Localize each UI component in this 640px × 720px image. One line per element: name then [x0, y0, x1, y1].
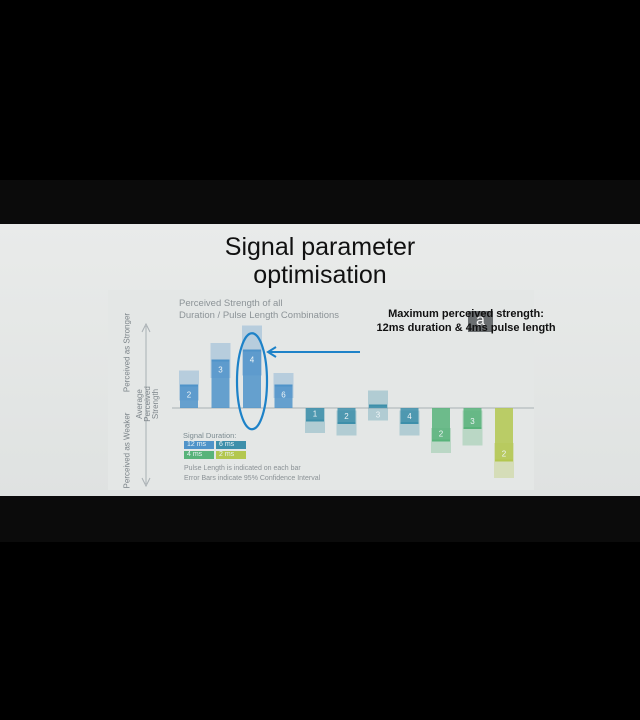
pulse-label: 2 — [439, 430, 444, 439]
presentation-slide: Signal parameter optimisation 2 3 4 6 1 2 3 4 2 3… — [0, 224, 640, 496]
pulse-label: 6 — [281, 391, 286, 400]
legend-title: Signal Duration: — [183, 431, 237, 440]
zero-label-line3: Strength — [151, 388, 160, 420]
legend-6ms: 6 ms — [216, 441, 246, 449]
bar — [400, 408, 419, 423]
pulse-label: 2 — [502, 450, 507, 459]
bar — [463, 408, 482, 428]
pulse-label: 3 — [376, 411, 381, 420]
legend-12ms: 12 ms — [184, 441, 214, 449]
pulse-label: 2 — [187, 391, 192, 400]
bar — [369, 405, 387, 408]
bar — [274, 385, 293, 408]
pulse-label: 1 — [313, 410, 318, 419]
callout-line1: Maximum perceived strength: — [388, 308, 544, 320]
pulse-label: 3 — [470, 417, 475, 426]
panel-badge: a — [468, 311, 493, 332]
bar — [180, 385, 198, 408]
highlight-ellipse — [235, 332, 269, 431]
pulse-label: 3 — [218, 366, 223, 375]
bar — [243, 350, 261, 408]
bar — [432, 408, 450, 441]
note-pulse-length: Pulse Length is indicated on each bar — [184, 465, 301, 472]
legend-4ms: 4 ms — [184, 451, 214, 459]
bar — [306, 408, 324, 421]
pulse-label: 2 — [344, 412, 349, 421]
chart-figure: 2 3 4 6 1 2 3 4 2 3 2 Perceived Strength of all Du… — [108, 290, 556, 490]
ylabel-stronger: Perceived as Stronger — [122, 312, 132, 393]
y-axis-arrow-down — [141, 477, 151, 488]
slide-title-line2: optimisation — [253, 261, 387, 289]
callout-line2: 12ms duration & 4ms pulse length — [376, 322, 556, 334]
bar — [495, 408, 513, 461]
ylabel-weaker: Perceived as Weaker — [122, 412, 132, 489]
bar — [211, 360, 230, 408]
bar — [337, 408, 356, 423]
legend-2ms: 2 ms — [216, 451, 246, 459]
callout-arrow-head — [266, 346, 277, 358]
note-error-bars: Error Bars indicate 95% Confidence Inter… — [184, 475, 321, 482]
chart-svg: 2 3 4 6 1 2 3 4 2 3 2 — [141, 322, 534, 488]
chart-title-line2: Duration / Pulse Length Combinations — [179, 310, 340, 321]
chart-title-line1: Perceived Strength of all — [179, 298, 283, 309]
pulse-label: 4 — [407, 412, 412, 421]
y-axis-arrow-up — [141, 322, 151, 333]
slide-title-line1: Signal parameter — [224, 233, 416, 261]
pulse-label: 4 — [250, 356, 255, 365]
